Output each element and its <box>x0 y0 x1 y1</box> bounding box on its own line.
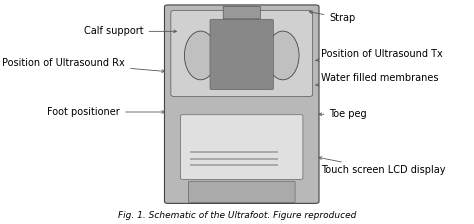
FancyBboxPatch shape <box>171 10 313 97</box>
Text: Strap: Strap <box>310 11 356 23</box>
Text: Fig. 1. Schematic of the Ultrafoot. Figure reproduced: Fig. 1. Schematic of the Ultrafoot. Figu… <box>118 211 356 220</box>
Ellipse shape <box>267 31 299 80</box>
FancyBboxPatch shape <box>188 181 295 202</box>
FancyBboxPatch shape <box>210 19 273 90</box>
Text: Toe peg: Toe peg <box>319 109 367 119</box>
FancyBboxPatch shape <box>190 164 279 166</box>
FancyBboxPatch shape <box>190 151 279 153</box>
Text: Position of Ultrasound Rx: Position of Ultrasound Rx <box>2 58 164 73</box>
Text: Water filled membranes: Water filled membranes <box>316 73 439 86</box>
Text: Foot positioner: Foot positioner <box>47 107 164 117</box>
FancyBboxPatch shape <box>181 115 303 179</box>
Text: Calf support: Calf support <box>84 26 176 36</box>
Text: Position of Ultrasound Tx: Position of Ultrasound Tx <box>316 49 443 62</box>
Text: Touch screen LCD display: Touch screen LCD display <box>319 157 446 175</box>
Ellipse shape <box>184 31 217 80</box>
FancyBboxPatch shape <box>223 6 260 19</box>
FancyBboxPatch shape <box>164 5 319 203</box>
FancyBboxPatch shape <box>190 157 279 159</box>
